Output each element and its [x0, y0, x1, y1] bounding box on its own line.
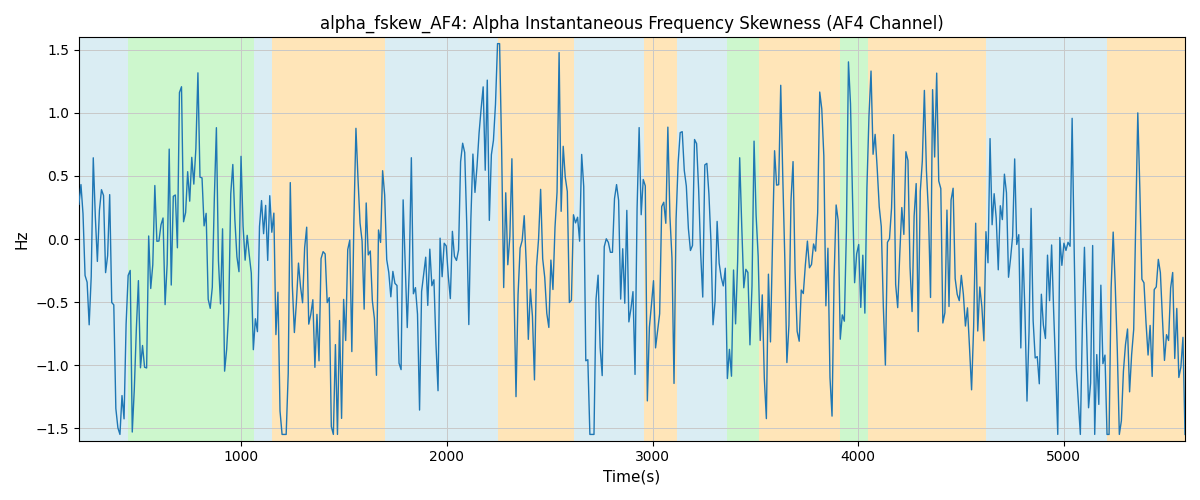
Bar: [840, 38, 869, 440]
Bar: [760, 38, 840, 440]
Bar: [128, 38, 253, 440]
Bar: [985, 38, 1106, 440]
Bar: [869, 38, 985, 440]
Bar: [79, 38, 128, 440]
Bar: [726, 38, 760, 440]
Bar: [498, 38, 575, 440]
X-axis label: Time(s): Time(s): [604, 470, 660, 485]
Bar: [644, 38, 677, 440]
Bar: [677, 38, 726, 440]
Bar: [272, 38, 385, 440]
Bar: [1106, 38, 1186, 440]
Title: alpha_fskew_AF4: Alpha Instantaneous Frequency Skewness (AF4 Channel): alpha_fskew_AF4: Alpha Instantaneous Fre…: [320, 15, 944, 34]
Bar: [253, 38, 272, 440]
Bar: [575, 38, 644, 440]
Y-axis label: Hz: Hz: [14, 230, 30, 249]
Bar: [385, 38, 498, 440]
